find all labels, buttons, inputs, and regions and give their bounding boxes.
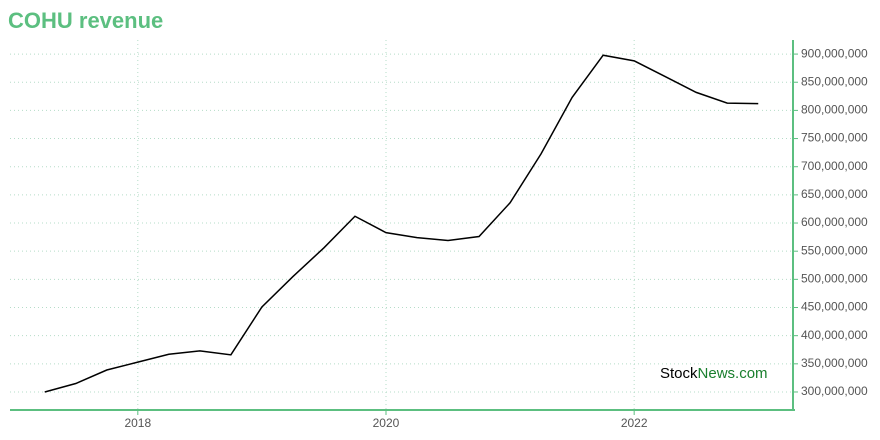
y-tick-label: 400,000,000 bbox=[801, 328, 868, 342]
y-tick-label: 450,000,000 bbox=[801, 300, 868, 314]
y-tick-label: 600,000,000 bbox=[801, 215, 868, 229]
y-tick-label: 300,000,000 bbox=[801, 384, 868, 398]
y-tick-label: 800,000,000 bbox=[801, 103, 868, 117]
y-tick-label: 750,000,000 bbox=[801, 131, 868, 145]
x-tick-label: 2020 bbox=[373, 416, 400, 430]
watermark-part: Stock bbox=[660, 365, 698, 382]
y-tick-label: 850,000,000 bbox=[801, 74, 868, 88]
x-tick-label: 2022 bbox=[621, 416, 648, 430]
y-tick-label: 900,000,000 bbox=[801, 46, 868, 60]
y-tick-label: 650,000,000 bbox=[801, 187, 868, 201]
line bbox=[44, 54, 759, 393]
x-tick-label: 2018 bbox=[124, 416, 151, 430]
watermark: StockNews.com bbox=[660, 365, 768, 382]
y-tick-label: 500,000,000 bbox=[801, 272, 868, 286]
chart-title: COHU revenue bbox=[8, 8, 163, 33]
y-tick-label: 700,000,000 bbox=[801, 159, 868, 173]
y-tick-label: 350,000,000 bbox=[801, 356, 868, 370]
y-tick-label: 550,000,000 bbox=[801, 243, 868, 257]
watermark-part: News.com bbox=[698, 365, 768, 382]
